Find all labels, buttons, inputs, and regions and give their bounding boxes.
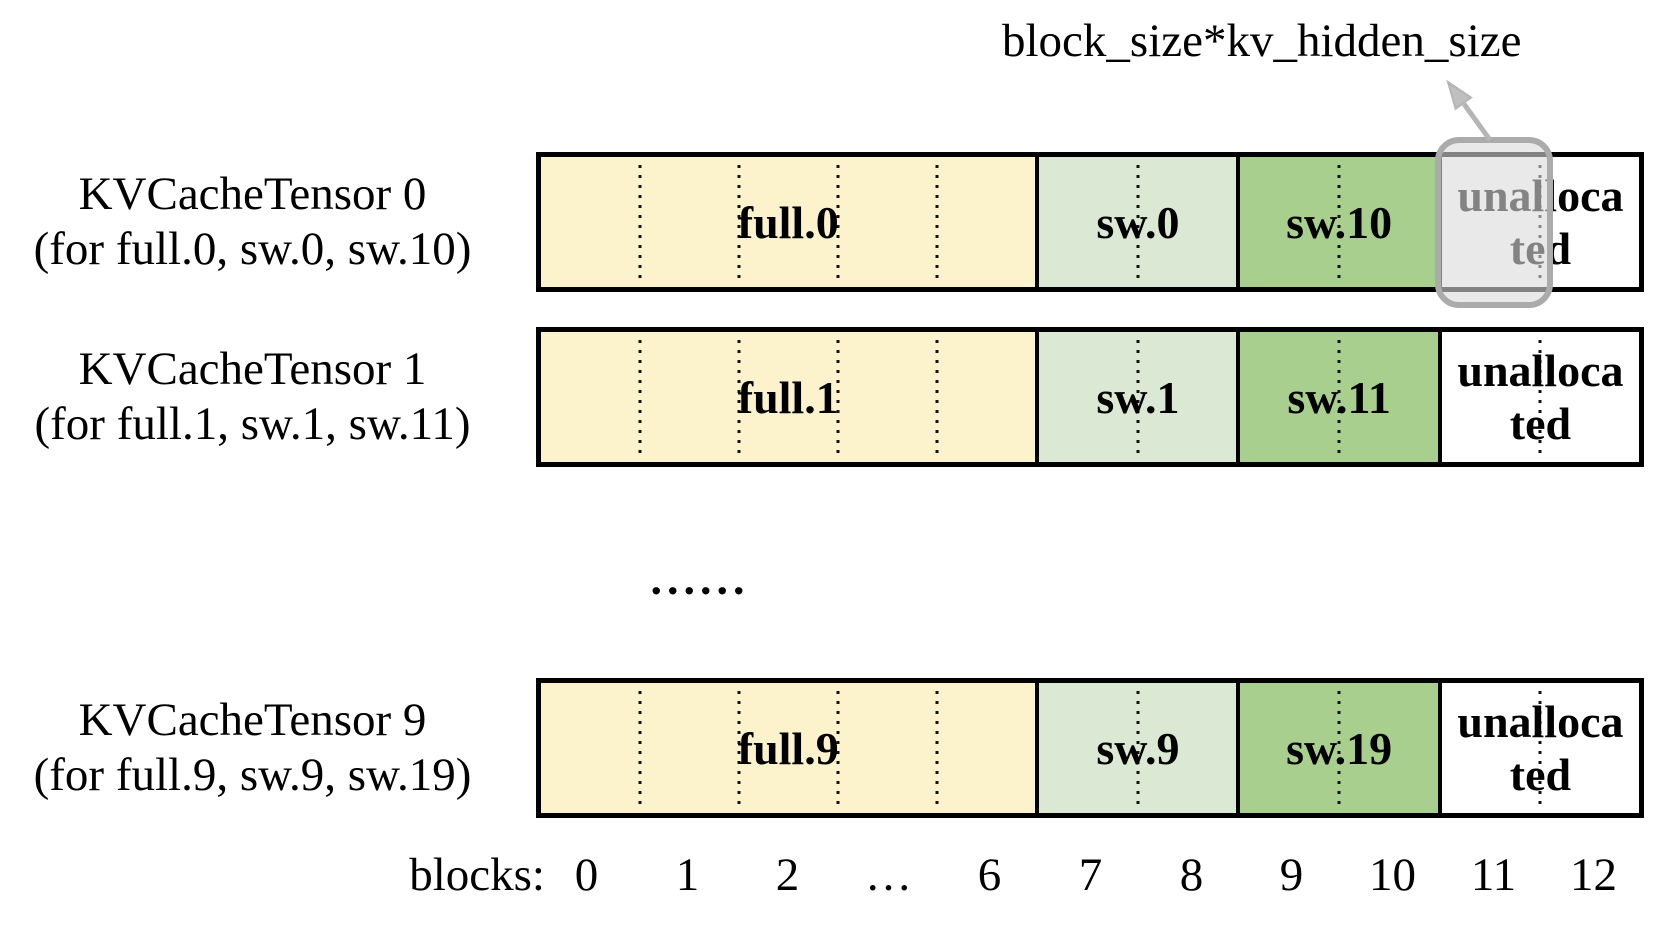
segment-sw-9: sw.9: [1039, 683, 1241, 813]
tensor-row-1: KVCacheTensor 1 (for full.1, sw.1, sw.11…: [0, 327, 1676, 467]
kv-cache-bar-1: full.1 sw.1 sw.11 unallocated: [536, 327, 1644, 467]
tensor-row-9-subtitle: (for full.9, sw.9, sw.19): [33, 749, 472, 801]
tensor-row-1-subtitle: (for full.1, sw.1, sw.11): [34, 398, 471, 450]
segment-sw-0-label: sw.0: [1096, 196, 1180, 248]
segment-sw-9-label: sw.9: [1096, 722, 1180, 774]
block-divider: [935, 691, 939, 805]
segment-full-1-label: full.1: [737, 371, 839, 423]
annotation-arrow-icon: [1446, 79, 1493, 142]
segment-unallocated-1: unallocated: [1441, 332, 1639, 462]
block-index-8: 8: [1179, 849, 1204, 901]
tensor-row-1-label: KVCacheTensor 1 (for full.1, sw.1, sw.11…: [5, 342, 500, 452]
tensor-row-0-title: KVCacheTensor 0: [78, 168, 427, 220]
block-divider: [935, 165, 939, 279]
segment-full-9-label: full.9: [737, 722, 839, 774]
tensor-row-9-title: KVCacheTensor 9: [78, 694, 427, 746]
block-highlight: [1435, 137, 1553, 308]
block-divider: [1136, 691, 1140, 805]
segment-full-0-label: full.0: [737, 196, 839, 248]
block-divider: [638, 165, 642, 279]
segment-unallocated-9: unallocated: [1441, 683, 1639, 813]
segment-sw-next-9: sw.19: [1240, 683, 1442, 813]
tensor-row-9: KVCacheTensor 9 (for full.9, sw.9, sw.19…: [0, 678, 1676, 818]
block-divider: [1136, 340, 1140, 454]
segment-sw-1: sw.1: [1039, 332, 1241, 462]
segment-sw-next-1-label: sw.11: [1287, 371, 1391, 423]
kv-cache-bar-9: full.9 sw.9 sw.19 unallocated: [536, 678, 1644, 818]
segment-full-0: full.0: [541, 157, 1040, 287]
block-divider: [836, 691, 840, 805]
block-divider: [638, 691, 642, 805]
tensor-row-9-label: KVCacheTensor 9 (for full.9, sw.9, sw.19…: [5, 693, 500, 803]
block-index-2: 2: [775, 849, 800, 901]
block-divider: [737, 340, 741, 454]
block-index-6: 6: [977, 849, 1002, 901]
block-index-12: 12: [1570, 849, 1617, 901]
block-divider: [1337, 340, 1341, 454]
block-index-7: 7: [1078, 849, 1103, 901]
segment-unallocated-9-label: unallocated: [1457, 696, 1624, 800]
blocks-axis-prefix: blocks:: [409, 849, 545, 901]
segment-sw-1-label: sw.1: [1096, 371, 1180, 423]
block-divider: [1337, 691, 1341, 805]
block-divider: [737, 165, 741, 279]
block-index-9: 9: [1279, 849, 1304, 901]
block-index-11: 11: [1470, 849, 1517, 901]
block-divider: [638, 340, 642, 454]
segment-sw-0: sw.0: [1039, 157, 1241, 287]
segment-unallocated-1-label: unallocated: [1457, 345, 1624, 449]
segment-sw-next-9-label: sw.19: [1286, 722, 1393, 774]
tensor-row-1-title: KVCacheTensor 1: [78, 343, 427, 395]
segment-sw-next-0: sw.10: [1240, 157, 1442, 287]
segment-full-9: full.9: [541, 683, 1040, 813]
tensor-row-0: KVCacheTensor 0 (for full.0, sw.0, sw.10…: [0, 152, 1676, 292]
segment-sw-next-0-label: sw.10: [1286, 196, 1393, 248]
segment-full-1: full.1: [541, 332, 1040, 462]
block-divider: [1538, 340, 1542, 454]
block-index-10: 10: [1369, 849, 1416, 901]
block-divider: [1136, 165, 1140, 279]
block-divider: [1538, 691, 1542, 805]
blocks-axis: blocks: 0 1 2 … 6 7 8 9 10 11 12: [0, 848, 1676, 908]
segment-sw-next-1: sw.11: [1240, 332, 1442, 462]
block-index-ellipsis: …: [865, 849, 912, 901]
block-index-0: 0: [574, 849, 599, 901]
tensor-row-0-subtitle: (for full.0, sw.0, sw.10): [33, 223, 472, 275]
block-divider: [935, 340, 939, 454]
block-divider: [737, 691, 741, 805]
block-divider: [1337, 165, 1341, 279]
tensor-row-0-label: KVCacheTensor 0 (for full.0, sw.0, sw.10…: [5, 167, 500, 277]
block-index-1: 1: [675, 849, 700, 901]
block-divider: [836, 340, 840, 454]
block-divider: [836, 165, 840, 279]
annotation-label: block_size*kv_hidden_size: [1002, 15, 1522, 67]
rows-ellipsis: ......: [650, 553, 750, 604]
